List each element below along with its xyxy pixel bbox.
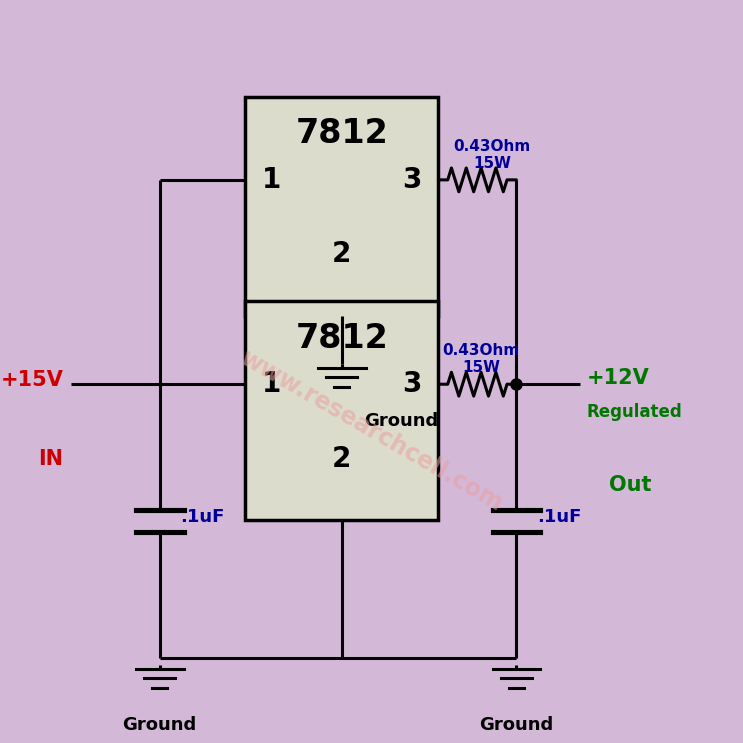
Text: 0.43Ohm
15W: 0.43Ohm 15W [443,343,519,375]
Text: Out: Out [609,475,652,495]
Text: 0.43Ohm
15W: 0.43Ohm 15W [454,138,531,171]
Text: www.researchcell.com: www.researchcell.com [236,345,507,516]
Text: .1uF: .1uF [537,508,582,526]
Text: Ground: Ground [364,412,438,430]
Text: 7812: 7812 [296,322,388,354]
Text: IN: IN [38,449,63,469]
Text: 3: 3 [403,166,422,194]
Text: 2: 2 [332,241,351,268]
Text: 1: 1 [262,166,281,194]
Bar [245,97,438,316]
Text: 2: 2 [332,445,351,473]
Text: +12V: +12V [587,369,649,389]
Text: Ground: Ground [479,716,554,733]
Text: 1: 1 [262,370,281,398]
Text: 3: 3 [403,370,422,398]
Bar [245,301,438,520]
Text: Ground: Ground [123,716,197,733]
Text: 7812: 7812 [296,117,388,150]
Text: Regulated: Regulated [587,403,683,421]
Text: +15V: +15V [0,371,63,391]
Text: .1uF: .1uF [181,508,225,526]
